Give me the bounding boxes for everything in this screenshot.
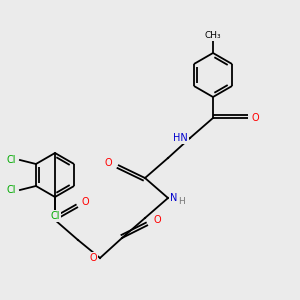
Text: Cl: Cl xyxy=(50,211,60,221)
Text: O: O xyxy=(104,158,112,168)
Text: HN: HN xyxy=(173,133,188,143)
Text: O: O xyxy=(153,215,160,225)
Text: O: O xyxy=(89,253,97,263)
Text: O: O xyxy=(81,197,88,207)
Text: N: N xyxy=(170,193,177,203)
Text: Cl: Cl xyxy=(6,185,16,195)
Text: O: O xyxy=(251,113,259,123)
Text: CH₃: CH₃ xyxy=(205,32,221,40)
Text: Cl: Cl xyxy=(6,155,16,165)
Text: H: H xyxy=(178,196,185,206)
